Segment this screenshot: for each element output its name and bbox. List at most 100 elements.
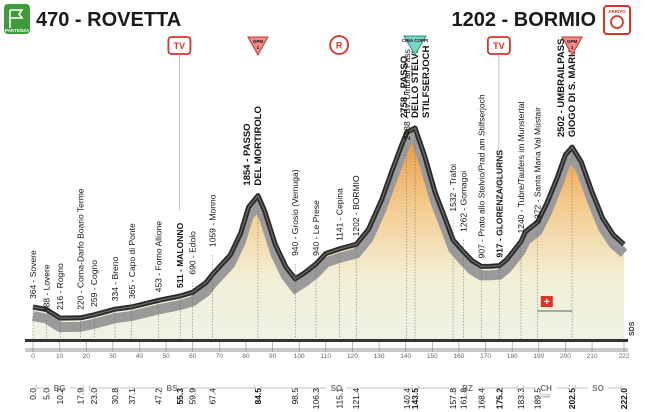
refuel-icon-label: R	[336, 41, 343, 51]
waypoint-km: 47.2	[154, 388, 164, 405]
region-label: BZ	[462, 384, 473, 393]
waypoint-label: 364 - Sovere	[28, 250, 38, 299]
feed-zone-symbol: +	[544, 297, 550, 308]
waypoint-km: 59.9	[187, 388, 197, 405]
region-label: CH	[540, 384, 552, 393]
region-label: BS	[167, 384, 179, 393]
peak-label: DEL MORTIROLO	[253, 106, 264, 186]
waypoint-km: 17.9	[76, 388, 86, 405]
waypoint-label: 1240 - Tubre/Taufers im Munstertal	[516, 102, 526, 234]
finish-badge-label: ARRIVO	[608, 9, 626, 14]
axis-tick-label: 40	[136, 353, 144, 360]
axis-tick-label: 30	[109, 353, 117, 360]
waypoint-label: 188 - Lovere	[41, 264, 51, 312]
waypoint-label: 907 - Prato allo Stelvio/Prad am Stilfse…	[476, 94, 486, 258]
axis-tick-label: 190	[533, 353, 544, 360]
finish-km: 222.0	[619, 388, 629, 410]
tv-icon-label: TV	[174, 41, 186, 51]
waypoint-km: 115.1	[334, 388, 344, 409]
gpm-icon	[561, 36, 583, 57]
waypoint-km: 37.1	[127, 388, 137, 405]
waypoint-km: 121.4	[351, 388, 361, 410]
waypoint-km: 10.2	[55, 388, 65, 405]
waypoint-label: 1372 - Santa Maria Val Müstair	[532, 107, 542, 224]
finish-title: 1202 - BORMIO	[452, 9, 597, 31]
axis-tick-label: 180	[507, 353, 518, 360]
waypoint-label: 690 - Edolo	[187, 231, 197, 275]
axis-tick-label: 100	[294, 353, 305, 360]
waypoint-km: 67.4	[207, 388, 217, 405]
waypoint-km: 0.0	[28, 388, 38, 400]
refuel-icon	[329, 35, 350, 55]
waypoint-km: 98.5	[290, 388, 300, 405]
peak-label: GIOGO DI S. MARIA	[567, 47, 578, 137]
waypoint-km: 140.4	[402, 388, 412, 410]
waypoint-label: 216 - Rogno	[55, 263, 65, 310]
axis-tick-label: 70	[216, 353, 224, 360]
waypoint-label: 365 - Capo di Ponte	[127, 223, 137, 299]
axis-tick-label: 222	[619, 353, 630, 360]
gpm-icon-label: GPM	[567, 39, 578, 44]
axis-tick-label: 200	[560, 353, 571, 360]
waypoint-label: 2488 - Bv. Umbrail Pass	[402, 49, 412, 140]
tv-icon-label: TV	[493, 41, 505, 51]
axis-tick-label: 50	[162, 353, 170, 360]
axis-tick-label: 90	[269, 353, 277, 360]
plot-area: 0 10 20 30 40 50 60 70 80 90 100 110 120 130 140 150 160…	[25, 35, 636, 410]
start-badge: PARTENZA	[4, 4, 30, 34]
tv-icon	[167, 36, 192, 55]
waypoint-km: 5.0	[41, 388, 51, 400]
waypoint-label: 1059 - Monno	[207, 194, 217, 247]
gpm-icon-rank: 1	[571, 45, 574, 50]
peak-km: 84.5	[253, 388, 263, 405]
axis-tick-label: 160	[454, 353, 465, 360]
region-label: SO	[592, 384, 604, 393]
waypoint-km: 183.3	[516, 388, 526, 410]
axis-baseline	[25, 339, 628, 342]
waypoint-km: 30.8	[110, 388, 120, 405]
waypoint-label: 511 - MALONNO	[175, 222, 185, 288]
waypoint-km: 106.3	[311, 388, 321, 410]
waypoint-km: 23.0	[89, 388, 99, 405]
feed-zone-icon	[540, 296, 553, 307]
peak-label: DELLO STELVIO	[410, 43, 421, 118]
waypoint-label: 940 - Le Prese	[311, 200, 321, 256]
gpm-icon-rank: 1	[257, 45, 260, 50]
waypoint-label: 1262 - Gomagoi	[459, 171, 469, 232]
gpm-icon	[247, 36, 269, 57]
axis-tick-label: 10	[56, 353, 64, 360]
axis-tick-label: 150	[427, 353, 438, 360]
waypoint-label: 334 - Breno	[110, 257, 120, 302]
finish-badge: ARRIVO	[603, 5, 631, 35]
profile-fill	[33, 128, 624, 340]
region-label: BG	[54, 384, 66, 393]
waypoint-label: 1141 - Cepina	[334, 188, 344, 241]
peak-label: 2502 - UMBRAILPASS	[556, 39, 567, 138]
waypoint-label: 1532 - Trafoi	[448, 164, 458, 212]
axis-tick-label: 20	[83, 353, 91, 360]
axis-band	[25, 348, 628, 352]
waypoint-km: 161.8	[459, 388, 469, 410]
axis-tick-label: 0	[31, 353, 35, 360]
peak-label: 2758 - PASSO	[399, 56, 410, 118]
profile-road-band	[32, 129, 628, 333]
profile-line-highlight	[32, 127, 625, 319]
start-title: 470 - ROVETTA	[36, 9, 181, 31]
flag-icon	[9, 9, 24, 28]
axis-tick-label: 210	[587, 353, 598, 360]
waypoint-label: 453 - Forno Allione	[154, 221, 164, 293]
cima-coppi-label: CIMA COPPI	[402, 38, 429, 43]
header: PARTENZA 470 - ROVETTA 1202 - BORMIO ARR…	[4, 4, 631, 35]
tv-icon	[486, 36, 511, 55]
gpm-icon-label: GPM	[253, 39, 264, 44]
axis-tick-label: 60	[189, 353, 197, 360]
finish-icon	[610, 15, 624, 29]
waypoint-label: 917 - GLORENZA/GLURNS	[494, 150, 504, 258]
region-label: SO	[331, 384, 343, 393]
peak-km: 202.5	[567, 388, 577, 410]
waypoint-label: 220 - Corna-Darfo Boario Terme	[76, 188, 86, 310]
waypoint-km: 55.3	[175, 388, 185, 405]
peak-label: 1854 - PASSO	[242, 123, 253, 185]
